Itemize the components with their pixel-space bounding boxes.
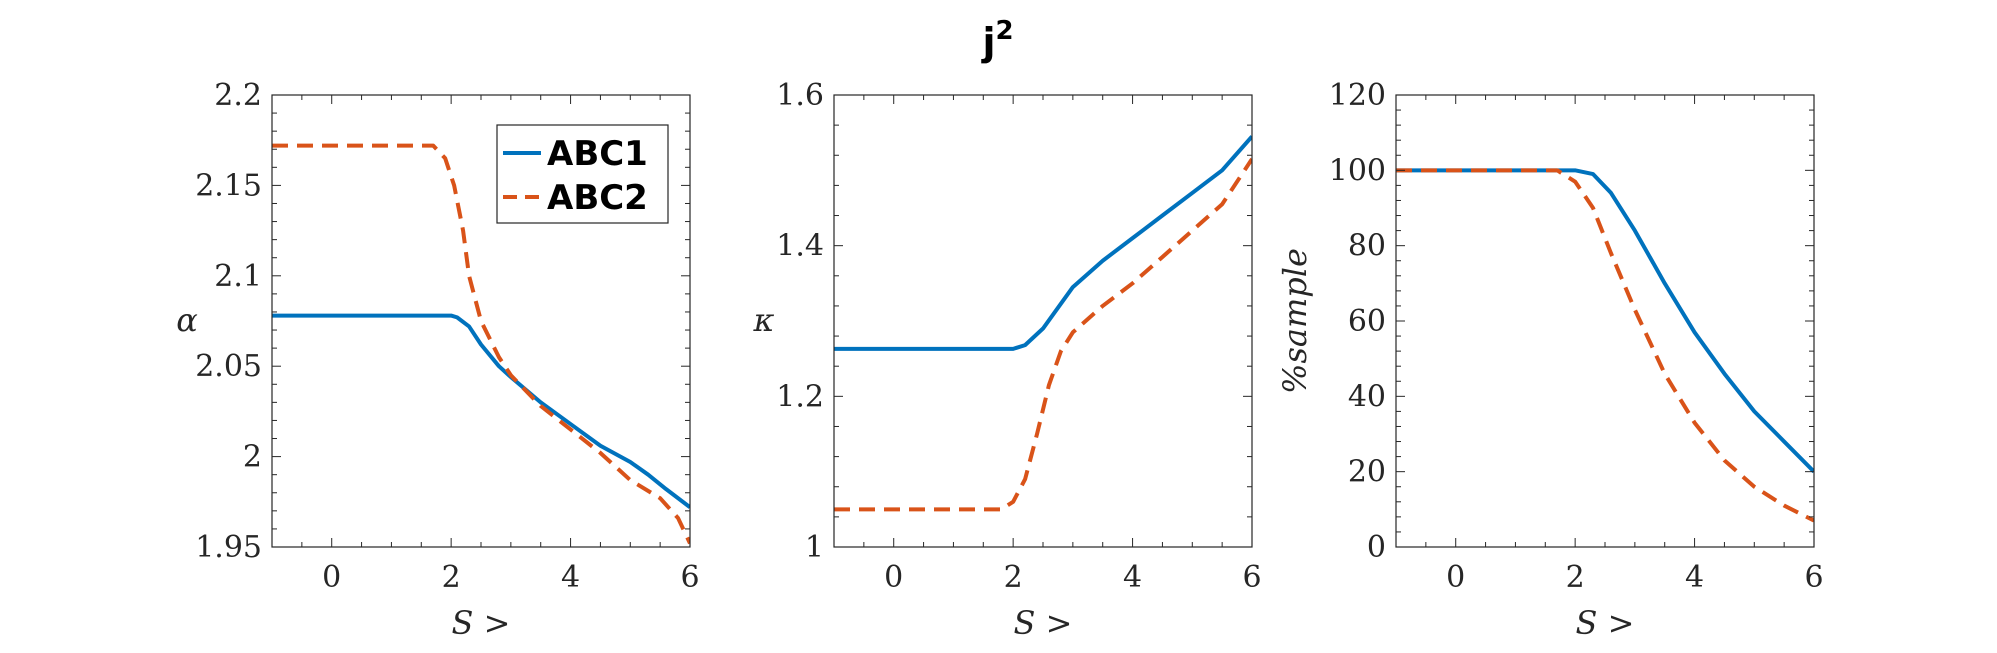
series-line-abc2 [272, 143, 690, 545]
axes-frame [1395, 94, 1815, 548]
legend-label-abc2: ABC2 [547, 178, 648, 218]
title-superscript: 2 [995, 16, 1013, 46]
series-line-abc1 [1396, 168, 1814, 474]
y-tick-label: 40 [1348, 379, 1386, 414]
legend-label-abc1: ABC1 [547, 134, 648, 174]
x-tick-label: 0 [884, 560, 903, 595]
x-axis-label: S > [452, 604, 511, 642]
series-line-abc2 [834, 157, 1252, 512]
x-axis-label: S > [1014, 604, 1073, 642]
y-tick-label: 60 [1348, 304, 1386, 339]
y-tick-label: 2.15 [195, 168, 262, 203]
x-tick-label: 4 [1685, 560, 1704, 595]
y-tick-label: 0 [1367, 530, 1386, 565]
title-main: j [980, 20, 995, 64]
y-tick-label: 120 [1329, 78, 1386, 113]
y-axis-label: %sample [1276, 248, 1314, 394]
x-tick-label: 4 [561, 560, 580, 595]
x-tick-label: 2 [1004, 560, 1023, 595]
chart-panel-2: 0 2 4 6 1 1.2 1.4 1.6 S > κ [753, 78, 1262, 642]
legend-box [496, 124, 669, 224]
series-line-abc1 [834, 135, 1252, 351]
y-tick-label: 100 [1329, 153, 1386, 188]
y-axis-label: α [176, 301, 198, 339]
y-tick-label: 1.2 [776, 379, 824, 414]
x-tick-label: 4 [1123, 560, 1142, 595]
y-tick-label: 2.05 [195, 349, 262, 384]
x-tick-label: 0 [1446, 560, 1465, 595]
x-tick-label: 0 [322, 560, 341, 595]
y-tick-label: 1.4 [776, 229, 824, 264]
x-tick-label: 2 [1566, 560, 1585, 595]
x-tick-label: 6 [1804, 560, 1823, 595]
y-tick-label: 2 [243, 440, 262, 475]
x-tick-label: 6 [680, 560, 699, 595]
series-line-abc1 [272, 313, 690, 509]
y-tick-label: 1.6 [776, 78, 824, 113]
figure-title: j2 [980, 16, 1013, 64]
y-tick-label: 2.2 [214, 78, 262, 113]
y-tick-label: 20 [1348, 455, 1386, 490]
x-tick-label: 6 [1242, 560, 1261, 595]
y-tick-label: 1 [805, 530, 824, 565]
y-tick-label: 80 [1348, 229, 1386, 264]
y-tick-label: 2.1 [214, 259, 262, 294]
axes-frame [833, 94, 1253, 548]
y-axis-label: κ [753, 301, 775, 339]
series-line-abc2 [1396, 168, 1814, 523]
x-axis-label: S > [1576, 604, 1635, 642]
y-tick-label: 1.95 [195, 530, 262, 565]
x-tick-label: 2 [442, 560, 461, 595]
